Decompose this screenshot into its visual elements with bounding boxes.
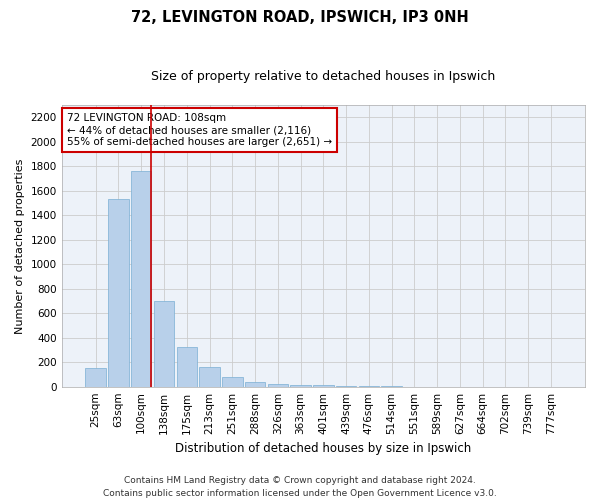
Bar — [268, 384, 288, 386]
Bar — [290, 385, 311, 386]
Bar — [85, 368, 106, 386]
Y-axis label: Number of detached properties: Number of detached properties — [15, 158, 25, 334]
Text: Contains HM Land Registry data © Crown copyright and database right 2024.
Contai: Contains HM Land Registry data © Crown c… — [103, 476, 497, 498]
Text: 72, LEVINGTON ROAD, IPSWICH, IP3 0NH: 72, LEVINGTON ROAD, IPSWICH, IP3 0NH — [131, 10, 469, 25]
Bar — [108, 200, 129, 386]
Bar — [199, 367, 220, 386]
Title: Size of property relative to detached houses in Ipswich: Size of property relative to detached ho… — [151, 70, 496, 83]
Bar — [154, 301, 174, 386]
X-axis label: Distribution of detached houses by size in Ipswich: Distribution of detached houses by size … — [175, 442, 472, 455]
Bar — [245, 382, 265, 386]
Bar — [131, 171, 151, 386]
Text: 72 LEVINGTON ROAD: 108sqm
← 44% of detached houses are smaller (2,116)
55% of se: 72 LEVINGTON ROAD: 108sqm ← 44% of detac… — [67, 114, 332, 146]
Bar — [176, 348, 197, 387]
Bar — [222, 377, 242, 386]
